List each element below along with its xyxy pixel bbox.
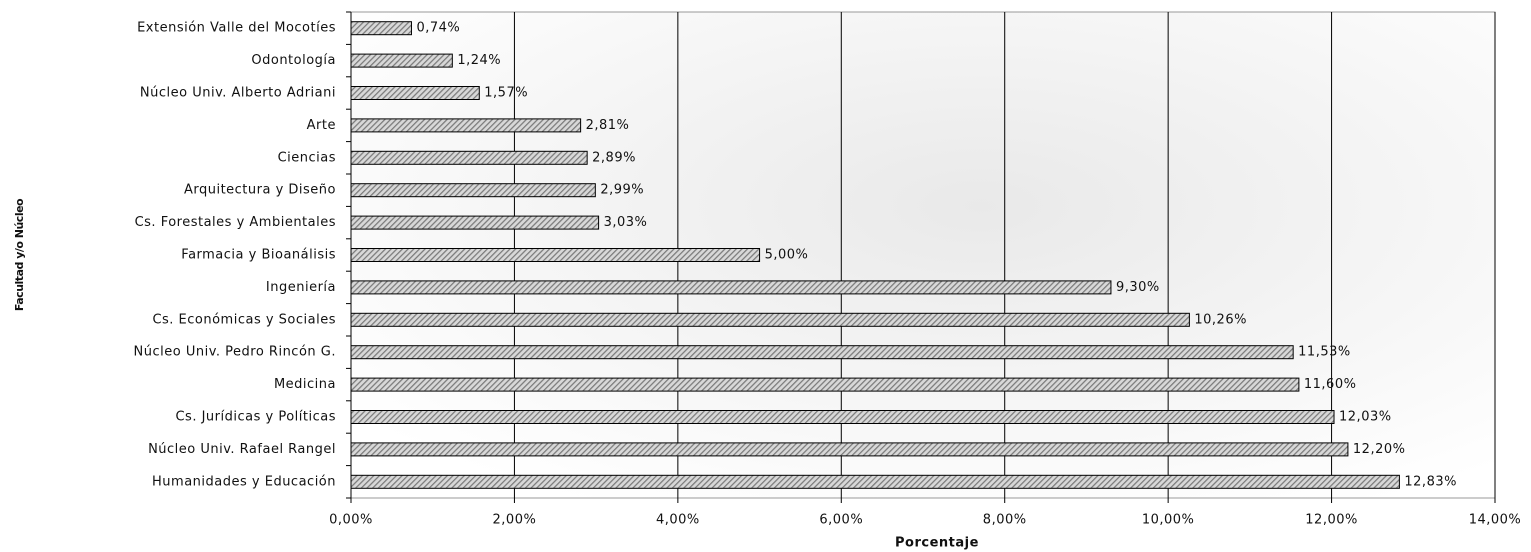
y-tick-label: Arquitectura y Diseño [184,183,336,198]
x-tick-label: 0,00% [329,513,373,528]
y-tick-label: Ingeniería [266,280,336,295]
x-axis-label: Porcentaje [895,536,979,551]
x-tick-label: 14,00% [1469,513,1522,528]
value-label: 1,57% [484,86,528,101]
bar [350,377,1300,392]
value-label: 12,20% [1353,442,1406,457]
bar [350,53,453,68]
y-tick-label: Cs. Jurídicas y Políticas [175,410,336,425]
value-label: 1,24% [457,53,501,68]
y-tick-label: Cs. Económicas y Sociales [152,312,336,327]
x-tick-label: 4,00% [656,513,700,528]
y-tick-label: Núcleo Univ. Rafael Rangel [148,442,336,457]
y-tick-label: Núcleo Univ. Pedro Rincón G. [134,345,336,360]
bar [350,21,412,36]
value-label: 3,03% [604,215,648,230]
bar [350,86,480,100]
x-tick-label: 2,00% [493,513,537,528]
bar [350,248,761,262]
bar [350,118,582,133]
value-label: 11,60% [1304,377,1357,392]
bar [350,442,1349,457]
bar [350,312,1190,327]
value-label: 2,89% [592,150,636,165]
y-axis-label: Facultad y/o Núcleo [13,198,26,311]
value-label: 2,99% [600,183,644,198]
x-tick-label: 12,00% [1305,513,1358,528]
x-tick-label: 10,00% [1142,513,1195,528]
bar [350,183,596,198]
value-label: 0,74% [416,21,460,36]
value-label: 12,83% [1404,474,1457,489]
value-label: 5,00% [765,248,809,263]
value-label: 11,53% [1298,345,1351,360]
y-tick-label: Extensión Valle del Mocotíes [137,21,336,36]
value-label: 12,03% [1339,410,1392,425]
x-tick-label: 6,00% [819,513,863,528]
bar [350,280,1112,295]
bar [350,345,1294,360]
y-tick-label: Cs. Forestales y Ambientales [135,215,336,230]
bar [350,215,600,230]
value-label: 2,81% [586,118,630,133]
y-tick-label: Farmacia y Bioanálisis [181,248,336,263]
bar [350,410,1335,424]
value-label: 10,26% [1194,312,1247,327]
y-tick-label: Humanidades y Educación [152,474,336,489]
y-tick-label: Ciencias [278,150,336,165]
x-tick-label: 8,00% [983,513,1027,528]
value-label: 9,30% [1116,280,1160,295]
bar [350,474,1400,489]
y-tick-label: Odontología [251,53,336,68]
y-tick-label: Arte [307,118,336,133]
y-tick-label: Núcleo Univ. Alberto Adriani [140,86,336,101]
y-tick-label: Medicina [274,377,336,392]
bar [350,150,588,165]
